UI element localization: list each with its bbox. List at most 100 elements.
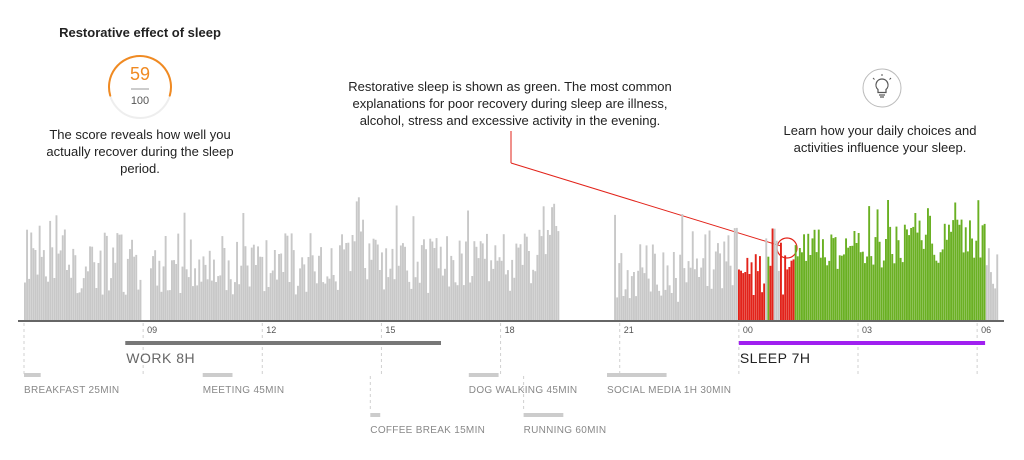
- bar: [528, 251, 530, 320]
- bar: [519, 244, 522, 320]
- bar: [206, 279, 209, 320]
- bar: [845, 238, 847, 320]
- bar: [929, 215, 931, 320]
- bar: [513, 277, 516, 320]
- bar: [204, 264, 207, 320]
- bar: [786, 269, 789, 320]
- bar: [958, 224, 961, 320]
- bar: [937, 262, 940, 320]
- bar: [775, 240, 778, 320]
- bar: [213, 259, 215, 320]
- bar: [794, 245, 797, 320]
- bar: [815, 252, 818, 320]
- bar: [987, 248, 990, 320]
- bar: [318, 255, 320, 320]
- bar: [330, 248, 333, 320]
- bar: [872, 264, 875, 320]
- activity-label: DOG WALKING 45MIN: [469, 385, 578, 396]
- bar: [108, 290, 110, 320]
- bar: [76, 293, 79, 320]
- bar: [116, 233, 119, 320]
- tick-label: 00: [743, 325, 753, 335]
- bar: [420, 245, 423, 320]
- bar: [639, 244, 642, 320]
- bar: [622, 296, 625, 320]
- bar: [328, 278, 331, 320]
- bar: [861, 251, 864, 320]
- bar: [990, 272, 992, 320]
- activity-bar: [523, 413, 564, 417]
- bar: [885, 239, 887, 320]
- bar: [61, 235, 64, 320]
- bar: [439, 246, 442, 320]
- bar: [714, 251, 717, 320]
- score-max: 100: [130, 95, 150, 107]
- bar: [792, 259, 795, 320]
- bar: [215, 282, 217, 320]
- bar: [242, 213, 245, 320]
- score-gauge: [108, 55, 172, 119]
- bar: [809, 255, 812, 320]
- bar: [746, 257, 749, 320]
- bar: [706, 286, 709, 320]
- bar: [135, 254, 138, 320]
- bar: [259, 256, 262, 320]
- bar: [817, 229, 820, 320]
- bar: [924, 234, 927, 320]
- bar: [269, 273, 272, 320]
- activity-label: BREAKFAST 25MIN: [24, 385, 119, 396]
- bar: [278, 254, 280, 320]
- bar: [855, 243, 858, 320]
- bar: [620, 253, 623, 320]
- bar: [979, 257, 982, 320]
- bar: [103, 232, 106, 320]
- bar: [681, 214, 684, 320]
- bar: [504, 274, 507, 320]
- bar: [397, 265, 400, 320]
- bar: [286, 235, 289, 320]
- bar: [355, 201, 358, 320]
- bar: [759, 256, 761, 320]
- bar: [49, 220, 52, 320]
- bar: [507, 270, 509, 320]
- bar: [532, 269, 535, 320]
- bar: [927, 208, 929, 320]
- bar: [912, 226, 915, 320]
- bar: [882, 260, 885, 320]
- bar: [645, 245, 648, 320]
- tick-label: 09: [147, 325, 157, 335]
- bar: [101, 294, 104, 320]
- bar: [658, 290, 661, 320]
- bar: [345, 243, 348, 320]
- bar: [509, 290, 511, 320]
- activity-bar: [607, 373, 667, 377]
- bar: [273, 250, 276, 320]
- activity-bar: [202, 373, 233, 377]
- bar: [866, 256, 868, 320]
- bar: [683, 268, 686, 320]
- bar: [95, 288, 98, 320]
- bar: [689, 267, 692, 320]
- bar: [893, 263, 896, 320]
- bar: [137, 289, 140, 320]
- gauge-arc: [108, 55, 172, 97]
- bar: [70, 277, 73, 320]
- bar: [30, 232, 33, 320]
- period-bar: [125, 341, 442, 345]
- bar: [164, 236, 167, 320]
- bar: [263, 291, 266, 320]
- bar: [557, 231, 560, 320]
- bar: [336, 289, 339, 320]
- bar: [114, 262, 117, 320]
- bar: [181, 266, 184, 320]
- bar: [87, 271, 89, 320]
- bar: [68, 264, 70, 320]
- bar: [351, 235, 354, 320]
- tick-label: 15: [385, 325, 395, 335]
- bar: [313, 271, 316, 320]
- bar: [983, 223, 986, 320]
- bar: [838, 255, 841, 320]
- bar: [515, 243, 518, 320]
- bar: [42, 250, 45, 320]
- bar: [63, 229, 66, 320]
